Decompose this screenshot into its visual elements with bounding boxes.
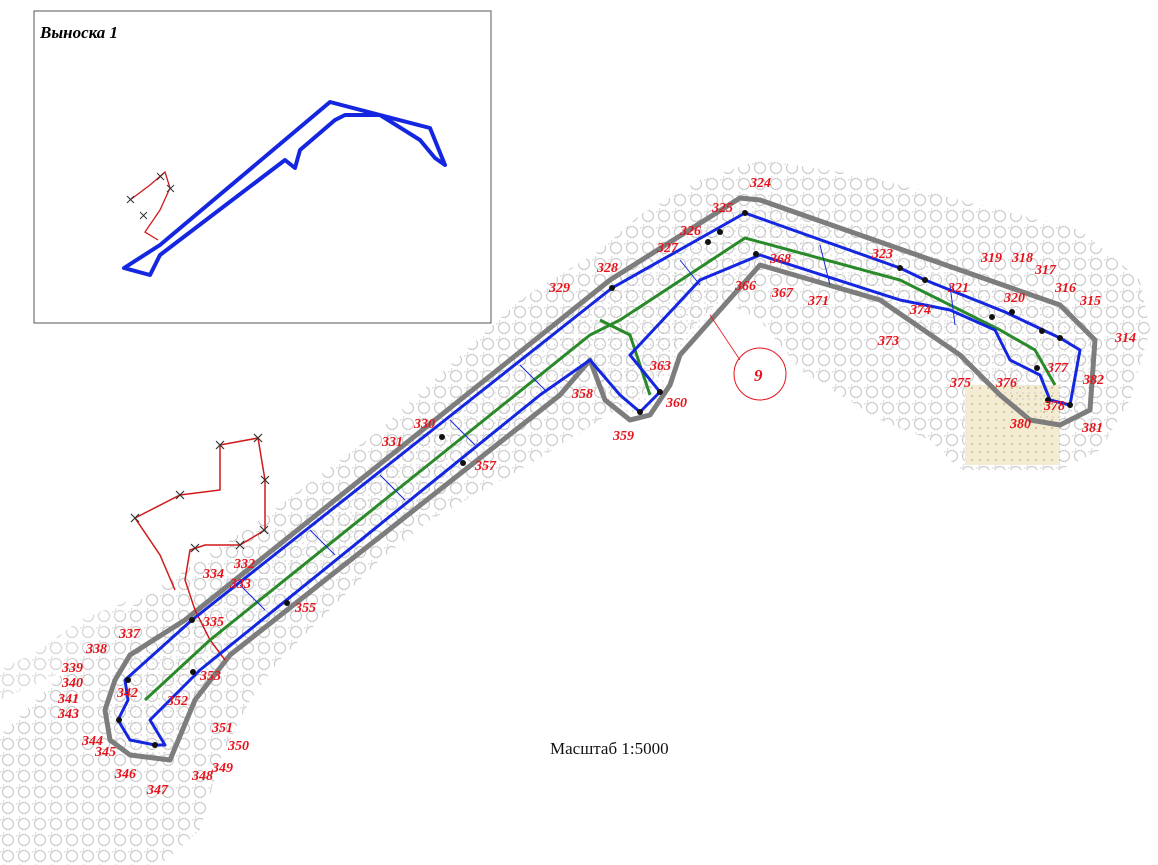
point-label: 375: [949, 376, 971, 391]
point-label: 353: [199, 669, 221, 684]
point-label: 376: [995, 376, 1017, 391]
point-label: 347: [146, 783, 169, 798]
point-label: 374: [909, 303, 931, 318]
point-label: 371: [807, 294, 829, 309]
scale-label: Масштаб 1:5000: [550, 739, 669, 758]
point-label: 340: [61, 676, 83, 691]
point-label: 329: [548, 281, 570, 296]
point-label: 338: [85, 642, 107, 657]
point-label: 382: [1082, 373, 1104, 388]
point-label: 323: [871, 247, 893, 262]
point-label: 334: [202, 567, 224, 582]
point-label: 373: [877, 334, 899, 349]
point-label: 342: [116, 686, 138, 701]
point-label: 368: [769, 252, 791, 267]
callout-title: Выноска 1: [39, 23, 118, 42]
point-label: 355: [294, 601, 316, 616]
point-label: 339: [61, 661, 83, 676]
point-label: 378: [1043, 399, 1065, 414]
sheet-number: 9: [754, 366, 763, 385]
point-label: 324: [749, 176, 771, 191]
point-label: 358: [571, 387, 593, 402]
point-label: 341: [57, 692, 79, 707]
callout-box: Выноска 1: [34, 11, 491, 323]
point-label: 321: [947, 281, 969, 296]
point-label: 325: [711, 201, 733, 216]
point-label: 348: [191, 769, 213, 784]
point-label: 359: [612, 429, 634, 444]
point-label: 318: [1011, 251, 1033, 266]
point-label: 346: [114, 767, 136, 782]
point-label: 363: [649, 359, 671, 374]
point-label: 316: [1054, 281, 1076, 296]
point-label: 315: [1079, 294, 1101, 309]
point-label: 349: [211, 761, 233, 776]
point-label: 317: [1034, 263, 1057, 278]
point-label: 360: [665, 396, 687, 411]
point-label: 381: [1081, 421, 1103, 436]
point-label: 331: [381, 435, 403, 450]
point-label: 367: [771, 286, 794, 301]
point-label: 377: [1046, 361, 1069, 376]
point-label: 319: [980, 251, 1002, 266]
point-label: 326: [679, 224, 701, 239]
point-label: 328: [596, 261, 618, 276]
point-label: 332: [233, 557, 255, 572]
point-label: 345: [94, 745, 116, 760]
point-label: 314: [1114, 331, 1136, 346]
point-label: 330: [413, 417, 435, 432]
point-label: 333: [229, 577, 251, 592]
point-label: 380: [1009, 417, 1031, 432]
point-label: 357: [474, 459, 497, 474]
point-label: 366: [734, 279, 756, 294]
point-label: 350: [227, 739, 249, 754]
point-label: 351: [211, 721, 233, 736]
point-label: 335: [202, 615, 224, 630]
point-label: 337: [118, 627, 141, 642]
point-label: 320: [1003, 291, 1025, 306]
point-label: 343: [57, 707, 79, 722]
point-label: 352: [166, 694, 188, 709]
point-label: 327: [656, 241, 679, 256]
